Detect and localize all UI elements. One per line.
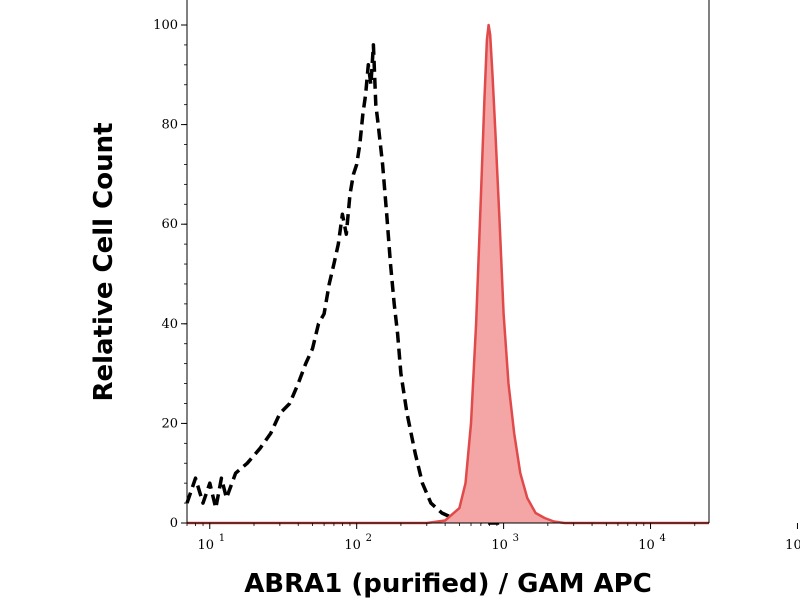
plot-area (185, 23, 709, 525)
y-tick-label: 40 (161, 317, 178, 332)
x-tick-label: 10 (785, 538, 800, 553)
x-tick-exponent: 4 (660, 533, 666, 544)
axes: 020406080100101102103104105 (153, 0, 800, 553)
y-tick-label: 0 (170, 516, 178, 531)
y-tick-label: 20 (161, 416, 178, 431)
x-tick-label: 10 (197, 538, 214, 553)
series-1-outline (187, 23, 709, 525)
y-tick-label: 80 (161, 118, 178, 133)
x-tick-label: 10 (638, 538, 655, 553)
x-axis-title: ABRA1 (purified) / GAM APC (244, 569, 652, 599)
y-tick-label: 100 (153, 18, 178, 33)
series-1-area (187, 25, 709, 523)
series-0-line (185, 43, 504, 525)
x-tick-exponent: 1 (219, 533, 225, 544)
x-tick-label: 10 (491, 538, 508, 553)
y-axis-title: Relative Cell Count (89, 122, 119, 401)
x-tick-exponent: 3 (513, 533, 519, 544)
x-tick-label: 10 (344, 538, 361, 553)
x-tick-exponent: 2 (366, 533, 372, 544)
y-tick-label: 60 (161, 217, 178, 232)
